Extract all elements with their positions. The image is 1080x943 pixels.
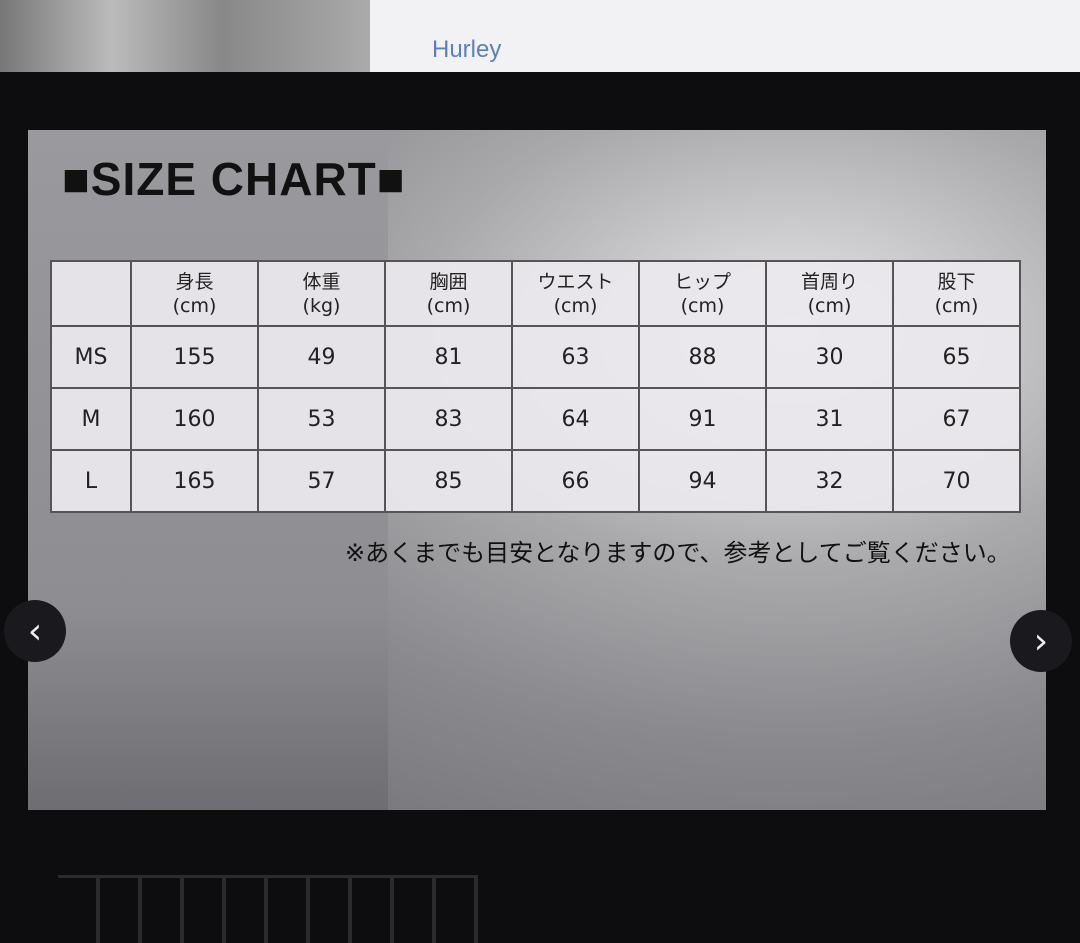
column-header: ウエスト (cm) (511, 260, 640, 327)
column-name: 体重 (302, 270, 341, 293)
size-value: 66 (511, 449, 640, 513)
column-name: 胸囲 (429, 270, 468, 293)
size-chart-title: ■SIZE CHART■ (62, 153, 406, 205)
size-value: 94 (638, 449, 767, 513)
size-value: 65 (892, 325, 1021, 389)
size-value: 81 (384, 325, 513, 389)
column-header: ヒップ (cm) (638, 260, 767, 327)
column-name: 股下 (937, 270, 976, 293)
size-value: 30 (765, 325, 894, 389)
size-value: 53 (257, 387, 386, 451)
size-chart-table: 身長 (cm) 体重 (kg) 胸囲 (cm) ウエスト (cm) ヒップ (cm) 首周り (cm)… (50, 260, 1021, 513)
thumbnail-image[interactable] (0, 0, 370, 72)
chevron-right-icon: › (1033, 620, 1049, 662)
column-header: 股下 (cm) (892, 260, 1021, 327)
prev-button[interactable]: ‹ (4, 600, 66, 662)
column-unit: (cm) (426, 294, 471, 317)
size-value: 32 (765, 449, 894, 513)
table-header-row: 身長 (cm) 体重 (kg) 胸囲 (cm) ウエスト (cm) ヒップ (cm) 首周り (cm)… (50, 260, 1021, 327)
top-strip: Hurley (0, 0, 1080, 72)
column-name: 身長 (175, 270, 214, 293)
next-button[interactable]: › (1010, 610, 1072, 672)
size-value: 88 (638, 325, 767, 389)
size-value: 165 (130, 449, 259, 513)
column-name: ウエスト (537, 270, 614, 293)
column-name: ヒップ (673, 270, 731, 293)
column-unit: (cm) (934, 294, 979, 317)
size-label: L (50, 449, 132, 513)
size-value: 91 (638, 387, 767, 451)
column-header: 身長 (cm) (130, 260, 259, 327)
size-label: M (50, 387, 132, 451)
size-value: 155 (130, 325, 259, 389)
size-value: 31 (765, 387, 894, 451)
size-value: 63 (511, 325, 640, 389)
size-value: 85 (384, 449, 513, 513)
column-unit: (cm) (172, 294, 217, 317)
size-label: MS (50, 325, 132, 389)
size-note: ※あくまでも目安となりますので、参考としてご覧ください。 (345, 539, 1011, 567)
header-empty-cell (50, 260, 132, 327)
table-row: MS 155 49 81 63 88 30 65 (50, 325, 1021, 389)
table-row: M 160 53 83 64 91 31 67 (50, 387, 1021, 451)
size-value: 57 (257, 449, 386, 513)
size-value: 160 (130, 387, 259, 451)
column-header: 胸囲 (cm) (384, 260, 513, 327)
column-name: 首周り (800, 270, 858, 293)
column-header: 首周り (cm) (765, 260, 894, 327)
size-value: 64 (511, 387, 640, 451)
size-value: 49 (257, 325, 386, 389)
railing-silhouette (58, 875, 478, 943)
table-row: L 165 57 85 66 94 32 70 (50, 449, 1021, 513)
column-header: 体重 (kg) (257, 260, 386, 327)
column-unit: (kg) (302, 294, 341, 317)
column-unit: (cm) (807, 294, 852, 317)
chevron-left-icon: ‹ (27, 610, 43, 652)
size-value: 83 (384, 387, 513, 451)
column-unit: (cm) (553, 294, 598, 317)
brand-link[interactable]: Hurley (432, 36, 502, 63)
size-value: 70 (892, 449, 1021, 513)
column-unit: (cm) (680, 294, 725, 317)
size-value: 67 (892, 387, 1021, 451)
